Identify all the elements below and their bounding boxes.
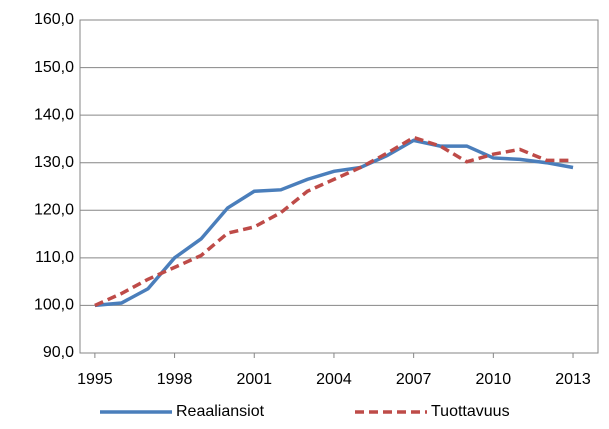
- y-tick-label: 130,0: [34, 154, 74, 171]
- legend-label: Reaaliansiot: [176, 403, 265, 420]
- x-tick-label: 1998: [157, 371, 193, 388]
- y-tick-label: 100,0: [34, 297, 74, 314]
- series-line: [94, 138, 574, 308]
- y-tick-label: 90,0: [43, 344, 74, 361]
- y-tick-label: 140,0: [34, 106, 74, 123]
- plot-border: [79, 19, 599, 354]
- y-tick-label: 160,0: [34, 11, 74, 28]
- x-tick-label: 2013: [555, 371, 591, 388]
- legend-label: Tuottavuus: [431, 403, 510, 420]
- x-tick-label: 2010: [476, 371, 512, 388]
- x-tick-label: 2007: [396, 371, 432, 388]
- x-tick-label: 1995: [77, 371, 113, 388]
- y-tick-label: 110,0: [35, 249, 74, 266]
- y-tick-label: 120,0: [34, 202, 74, 219]
- series-line: [94, 135, 574, 308]
- y-tick-label: 150,0: [34, 59, 74, 76]
- x-tick-label: 2004: [316, 371, 352, 388]
- x-tick-label: 2001: [236, 371, 272, 388]
